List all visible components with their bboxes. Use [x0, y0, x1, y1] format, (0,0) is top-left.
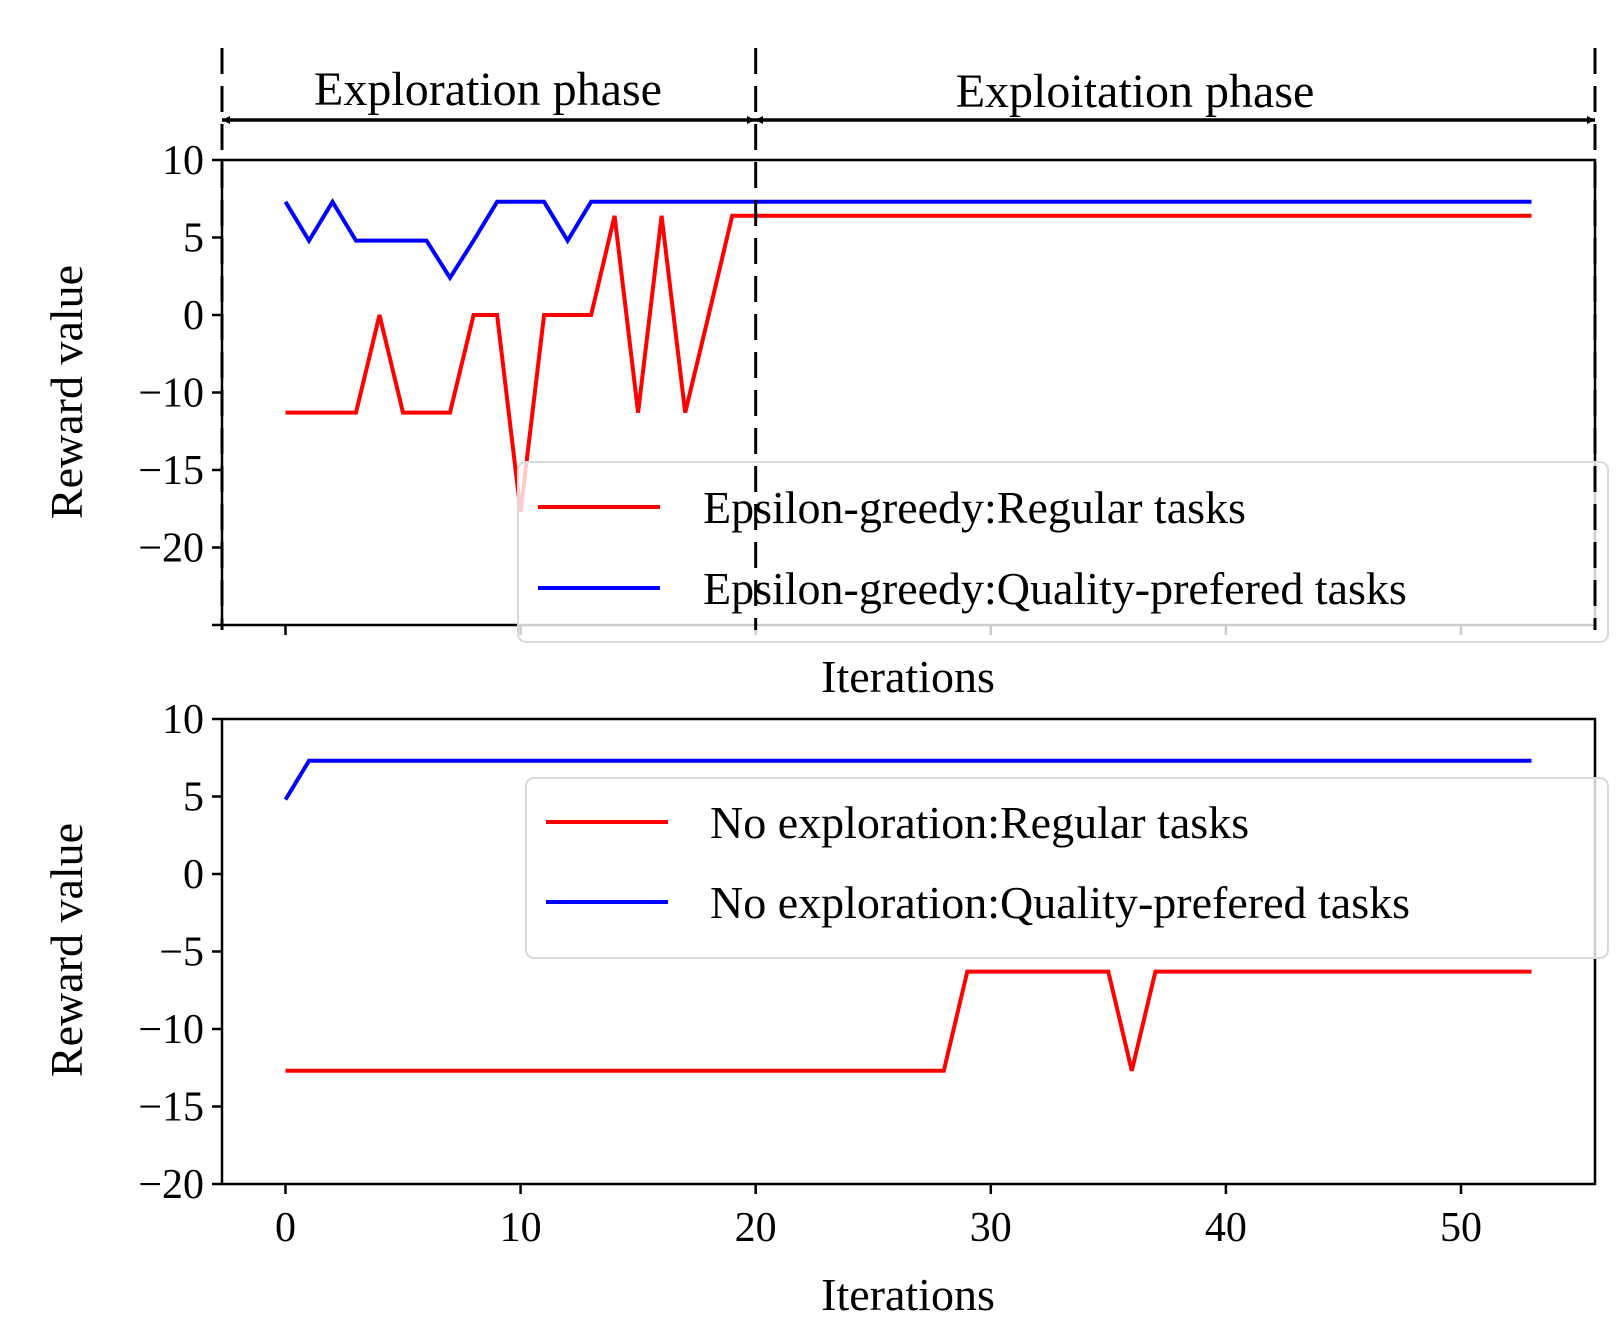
bottom-x-tick-label: 0 — [275, 1205, 296, 1251]
bottom-legend-label-regular: No exploration:Regular tasks — [710, 797, 1249, 848]
bottom-y-tick-label: −15 — [138, 1085, 204, 1131]
phase-annotation: Exploration phase Exploitation phase — [222, 63, 1595, 124]
top-y-tick-label: 10 — [162, 138, 204, 184]
bottom-y-axis-label: Reward value — [41, 823, 92, 1077]
bottom-y-tick-label: −20 — [138, 1162, 204, 1208]
bottom-y-tick-label: −10 — [138, 1007, 204, 1053]
bottom-legend-label-quality: No exploration:Quality-prefered tasks — [710, 877, 1410, 928]
top-panel: 10 5 0 −10 −15 −20 Reward value Iterations Ep… — [41, 138, 1609, 702]
bottom-series-line-regular — [285, 969, 1532, 1073]
top-series-line-regular — [285, 213, 1532, 513]
bottom-y-ticks: 10 5 0 −5 −10 −15 −20 — [138, 697, 222, 1208]
bottom-y-tick-label: −5 — [159, 930, 204, 976]
bottom-x-tick-label: 10 — [500, 1205, 542, 1251]
bottom-legend: No exploration:Regular tasks No explorat… — [525, 777, 1609, 959]
bottom-x-tick-label: 20 — [735, 1205, 777, 1251]
bottom-y-tick-label: 0 — [183, 852, 204, 898]
bottom-legend-frame — [525, 777, 1609, 959]
top-legend-label-quality: Epsilon-greedy:Quality-prefered tasks — [703, 563, 1407, 614]
bottom-x-tick-label: 40 — [1205, 1205, 1247, 1251]
top-series-line-quality — [283, 197, 1532, 282]
bottom-x-tick-label: 30 — [970, 1205, 1012, 1251]
top-y-axis-label: Reward value — [41, 265, 92, 519]
bottom-x-tick-label: 50 — [1440, 1205, 1482, 1251]
top-y-tick-label: −15 — [138, 448, 204, 494]
top-y-tick-label: −20 — [138, 526, 204, 572]
top-y-tick-label: 5 — [183, 216, 204, 262]
top-legend-frame — [517, 461, 1609, 643]
top-x-axis-label: Iterations — [821, 651, 995, 702]
bottom-series-lines — [283, 758, 1532, 1073]
top-y-tick-label: −10 — [138, 371, 204, 417]
bottom-x-axis-label: Iterations — [821, 1269, 995, 1320]
top-legend: Epsilon-greedy:Regular tasks Epsilon-gre… — [517, 461, 1609, 643]
phase-label-exploitation: Exploitation phase — [956, 65, 1315, 118]
top-series-lines — [283, 197, 1532, 513]
phase-boundaries — [220, 48, 1597, 630]
top-y-ticks: 10 5 0 −10 −15 −20 — [138, 138, 222, 627]
phase-label-exploration: Exploration phase — [314, 63, 662, 116]
bottom-x-ticks: 0 10 20 30 40 50 — [275, 1184, 1482, 1251]
bottom-y-tick-label: 10 — [162, 697, 204, 743]
top-y-tick-label: 0 — [183, 293, 204, 339]
bottom-series-line-quality — [283, 758, 1532, 801]
top-legend-label-regular: Epsilon-greedy:Regular tasks — [703, 482, 1246, 533]
bottom-y-tick-label: 5 — [183, 775, 204, 821]
